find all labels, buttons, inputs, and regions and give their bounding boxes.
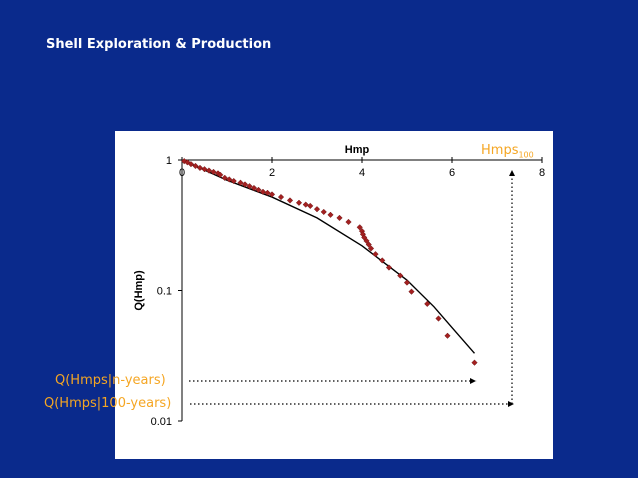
y-axis-title: Q(Hmp) [133,270,145,311]
data-point [230,177,237,185]
data-point [205,167,213,174]
data-point [221,174,228,181]
data-point [320,208,327,216]
data-point [345,218,352,226]
data-point [313,206,321,213]
data-point [327,211,334,218]
data-point [471,359,478,366]
data-point [372,251,379,258]
y-tick-label: 0.01 [151,416,172,428]
data-point [192,162,199,170]
data-point [379,257,386,264]
q-100-years-annotation: Q(Hmps|100-years) [44,396,172,411]
data-point [363,237,370,244]
data-point [295,199,303,206]
data-point [286,197,294,204]
data-point [250,184,258,192]
data-point [302,201,309,208]
data-point [196,164,204,171]
x-tick-label: 2 [269,167,275,179]
data-point [246,183,253,190]
data-point [365,241,372,248]
data-point [201,166,208,173]
data-point [408,288,415,295]
data-point [210,168,217,176]
data-point [255,186,262,193]
data-point [424,300,431,307]
data-point [444,332,451,339]
chart: 0 2 4 6 8 1 0.1 0.01 Hmp Q(Hmp) [133,144,545,428]
y-tick-label: 1 [166,155,172,167]
x-tick-label: 8 [539,167,545,179]
data-point [187,161,195,168]
data-point [241,181,249,188]
data-point [277,193,285,201]
data-point [264,189,271,196]
y-tick-label: 0.1 [157,286,172,298]
data-point [268,191,276,198]
q-100-years-arrowhead [508,401,514,407]
hmps-100-arrowhead [509,170,515,176]
data-point [336,214,343,221]
data-point [259,188,267,195]
hmps-100-annotation: Hmps100 [481,143,534,160]
data-point [307,202,314,209]
data-point [237,179,244,186]
x-tick-label: 4 [359,167,365,179]
hmps-subscript: 100 [518,150,534,160]
x-tick-label: 6 [449,167,455,179]
q-n-years-annotation: Q(Hmps|n-years) [55,373,166,388]
data-point [385,264,393,271]
data-point [435,315,442,322]
data-point [217,171,224,178]
hmps-base-label: Hmps [481,143,519,158]
fitted-curve-line [181,159,476,354]
data-point [403,279,411,286]
x-tick-label: 0 [179,167,185,179]
data-point [226,176,233,183]
x-axis-title: Hmp [345,144,370,156]
data-point [367,245,375,252]
q-n-years-arrowhead [470,378,476,384]
slide-header: Shell Exploration & Production [46,37,272,52]
data-point [397,272,404,279]
data-point [356,224,363,231]
chart-panel: 0 2 4 6 8 1 0.1 0.01 Hmp Q(Hmp) [115,131,553,459]
